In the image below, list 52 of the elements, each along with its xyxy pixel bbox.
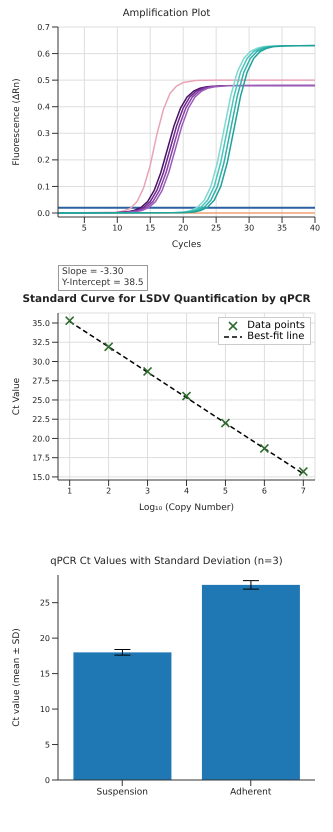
x-tick-label: 4 [184, 486, 190, 496]
x-tick-label: 1 [67, 486, 72, 496]
x-tick-label: 3 [145, 486, 150, 496]
x-axis-title: Cycles [172, 240, 202, 250]
y-tick-label: 0 [44, 776, 50, 785]
x-tick-label: 7 [300, 486, 306, 496]
y-tick-label: 15 [40, 669, 50, 678]
y-tick-label: 20.0 [32, 434, 50, 444]
y-tick-label: 22.5 [32, 415, 50, 424]
x-tick-label: 30 [244, 224, 254, 233]
y-tick-label: 0.6 [37, 49, 50, 58]
x-tick-label: 5 [82, 224, 87, 233]
y-axis-title: Fluorescence (ΔRn) [12, 78, 22, 166]
legend-label: Data points [247, 320, 305, 331]
text: Y-Intercept = 38.5 [62, 278, 144, 289]
y-tick-label: 30.0 [32, 357, 50, 366]
y-tick-label: 0.4 [37, 102, 50, 112]
text: Slope = -3.30 [62, 267, 124, 278]
y-tick-label: 35.0 [32, 318, 50, 328]
y-tick-label: 27.5 [32, 376, 50, 386]
x-tick-label: 2 [106, 486, 112, 496]
x-tick-label: Adherent [230, 787, 272, 798]
chart-title: Standard Curve for LSDV Quantification by qPCR [21, 293, 312, 305]
x-tick-label: Suspension [96, 787, 148, 798]
x-tick-label: 40 [310, 224, 320, 233]
y-tick-label: 32.5 [32, 338, 50, 348]
legend-label: Best-fit line [247, 331, 304, 342]
y-tick-label: 0.5 [37, 76, 50, 85]
x-tick-label: 5 [222, 486, 228, 496]
y-tick-label: 0.1 [37, 182, 50, 192]
y-tick-label: 0.7 [37, 22, 50, 32]
x-tick-label: 6 [262, 486, 267, 496]
x-axis-title: Log₁₀ (Copy Number) [138, 503, 234, 513]
chart-title: qPCR Ct Values with Standard Deviation (n=3) [49, 556, 284, 567]
y-tick-label: 17.5 [32, 454, 50, 463]
y-tick-label: 0.0 [37, 208, 50, 218]
y-axis-title: Ct value (mean ± SD) [12, 628, 22, 727]
x-tick-label: 15 [145, 224, 156, 233]
x-tick-label: 35 [276, 224, 288, 233]
y-axis-title: Ct Value [12, 377, 22, 416]
y-tick-label: 25 [40, 598, 50, 608]
y-tick-label: 0.2 [37, 156, 50, 165]
y-tick-label: 5 [44, 740, 50, 750]
y-tick-label: 15.0 [32, 472, 50, 482]
y-tick-label: 20 [40, 634, 50, 643]
x-tick-label: 20 [178, 224, 188, 233]
y-tick-label: 10 [40, 704, 50, 714]
x-tick-label: 25 [211, 224, 222, 233]
y-tick-label: 0.3 [37, 129, 50, 138]
y-tick-label: 25.0 [32, 396, 50, 405]
chart-title: Amplification Plot [122, 8, 212, 19]
x-tick-label: 10 [112, 224, 122, 233]
